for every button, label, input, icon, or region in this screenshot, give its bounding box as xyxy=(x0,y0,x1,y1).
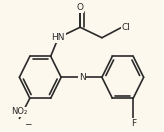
Text: HN: HN xyxy=(51,33,65,42)
Text: N: N xyxy=(79,73,85,82)
Text: O: O xyxy=(77,3,84,12)
Text: NO₂: NO₂ xyxy=(11,107,28,116)
Text: F: F xyxy=(131,119,136,128)
Text: −: − xyxy=(24,120,31,129)
Text: Cl: Cl xyxy=(122,23,131,32)
